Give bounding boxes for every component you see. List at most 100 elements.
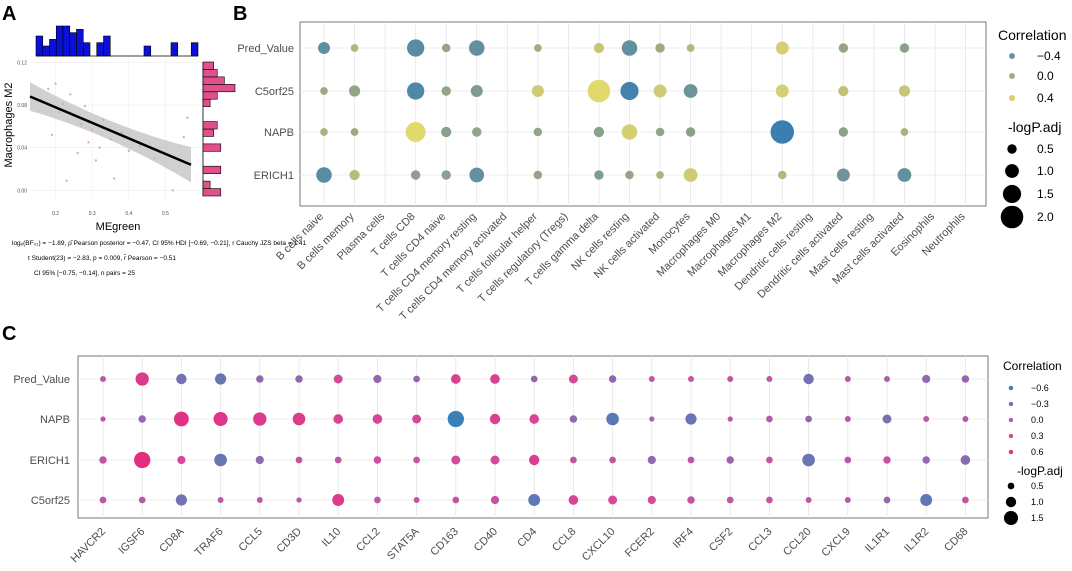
panel-a-y-tick-label: 0.12 [17, 60, 27, 66]
panel-b-dot [406, 82, 425, 100]
panel-c-dot [568, 495, 579, 505]
panel-c-dot [727, 376, 734, 382]
panel-a-point [171, 189, 174, 192]
panel-c-legend-color-label: 0.0 [1031, 415, 1044, 425]
panel-c-column-label: CXCL9 [819, 526, 853, 560]
panel-c-dot [726, 456, 734, 464]
panel-b-legend-correlation-title: Correlation [998, 27, 1066, 43]
panel-c-dot [374, 496, 381, 504]
panel-c-column-label: CCL3 [746, 526, 774, 554]
panel-c-dot [920, 494, 933, 506]
top-histogram-bar [69, 32, 77, 57]
panel-b-dot [350, 128, 359, 136]
panel-c-dot [99, 496, 107, 504]
right-histogram-bar [202, 128, 214, 137]
panel-c-column-label: CSF2 [707, 526, 735, 554]
panel-c-column-label: TRAF6 [193, 526, 226, 559]
panel-b-legend-size-title: -logP.adj [1008, 119, 1061, 135]
panel-c-dot [922, 374, 931, 384]
panel-c-dot [452, 496, 460, 504]
top-histogram-bar [170, 42, 179, 57]
panel-a-point [120, 131, 123, 134]
panel-a-point [54, 82, 57, 85]
panel-c-legend-color-swatch [1008, 449, 1014, 455]
panel-c-dot [295, 375, 303, 383]
panel-a-point [138, 144, 141, 147]
panel-c-dot [99, 456, 107, 464]
panel-c-column-label: CCL2 [354, 526, 382, 554]
panel-b-dot [441, 126, 452, 138]
panel-a-point [83, 104, 87, 108]
panel-c-legend-size-label: 1.5 [1031, 513, 1044, 523]
panel-c-dot [333, 414, 344, 424]
panel-b-legend-color-label: −0.4 [1037, 49, 1061, 63]
panel-b-dot [320, 128, 328, 136]
panel-c-dot [296, 497, 302, 503]
panel-c-dot [844, 376, 851, 382]
panel-b-dot [587, 79, 611, 103]
panel-c-dot [412, 414, 422, 424]
panel-c-dot [447, 410, 464, 428]
panel-c-dot [802, 453, 815, 467]
panel-a-point [47, 87, 50, 91]
panel-c-column-label: CD4 [515, 526, 539, 550]
panel-c-dot [372, 414, 383, 424]
panel-c-column-label: IL1R1 [863, 526, 892, 555]
panel-b-dot [898, 85, 911, 97]
panel-c-dot [766, 496, 773, 504]
panel-a-point [87, 141, 90, 144]
panel-b-dot [531, 84, 544, 98]
panel-c-dot [138, 496, 146, 504]
panel-b-row-label: C5orf25 [255, 86, 294, 98]
panel-b-dots [316, 39, 912, 183]
panel-c-column-label: CCL5 [237, 526, 265, 554]
panel-b-dot [683, 168, 698, 182]
panel-c-row-label: C5orf25 [31, 495, 70, 507]
panel-c-dot [882, 414, 892, 424]
right-histogram-bar [202, 143, 222, 152]
panel-c-dot [961, 375, 970, 383]
top-histogram-bar [143, 45, 152, 57]
panel-b-dot [897, 168, 912, 182]
panel-c-legend-correlation-title: Correlation [1003, 359, 1062, 373]
right-histogram-bar [202, 84, 236, 93]
panel-b-dot [320, 87, 328, 95]
panel-b-dot [775, 84, 789, 98]
panel-b-legend-color-swatch [1009, 73, 1015, 79]
panel-b-dot [686, 44, 695, 52]
panel-c-legend-size-label: 1.0 [1031, 497, 1044, 507]
top-histogram-bar [82, 42, 91, 57]
panel-c-dot [805, 415, 812, 423]
panel-c-dot [685, 413, 697, 425]
panel-c-dot [451, 455, 461, 465]
panel-c-dot [962, 416, 969, 422]
panel-b-dot [533, 127, 543, 137]
panel-a-y-title: Macrophages M2 [3, 83, 15, 168]
panel-c-legend-color-swatch [1008, 433, 1014, 439]
panel-b-legend-size-swatch [1000, 205, 1024, 229]
right-histogram-bar [202, 121, 218, 130]
panel-c-dot [648, 376, 655, 382]
panel-c-legend-color-swatch [1008, 417, 1014, 423]
panel-b-size-legend: 0.5 1.0 1.5 2.0 [1000, 142, 1054, 229]
top-histogram-bar [42, 45, 50, 57]
panel-b-dot [406, 39, 425, 57]
panel-b-row-label: ERICH1 [254, 170, 294, 182]
panel-c-dot [215, 373, 227, 385]
panel-a-point [153, 157, 156, 160]
panel-c-dot [688, 376, 694, 382]
stats-line-1: logₑ(BF₀₁) = −1.89, ρ̂ Pearson posterior… [12, 240, 306, 247]
panel-b-dot [777, 170, 787, 180]
panel-a-scatter: 0.2 0.3 0.4 0.5 0.00 0.04 0.08 0.12 MEgreen Ma… [3, 25, 306, 277]
panel-c-column-label: CCL8 [550, 526, 578, 554]
panel-c-dot [766, 415, 773, 423]
panel-c-column-label: CXCL10 [580, 526, 618, 564]
panel-c-dot [606, 412, 619, 426]
panel-b-dot [899, 43, 910, 53]
panel-c-dot [609, 456, 616, 464]
panel-c-row-label: NAPB [40, 414, 70, 426]
right-histogram-bar [202, 61, 214, 70]
panel-c-plot-frame [77, 355, 989, 519]
right-histogram-bar [202, 69, 218, 78]
